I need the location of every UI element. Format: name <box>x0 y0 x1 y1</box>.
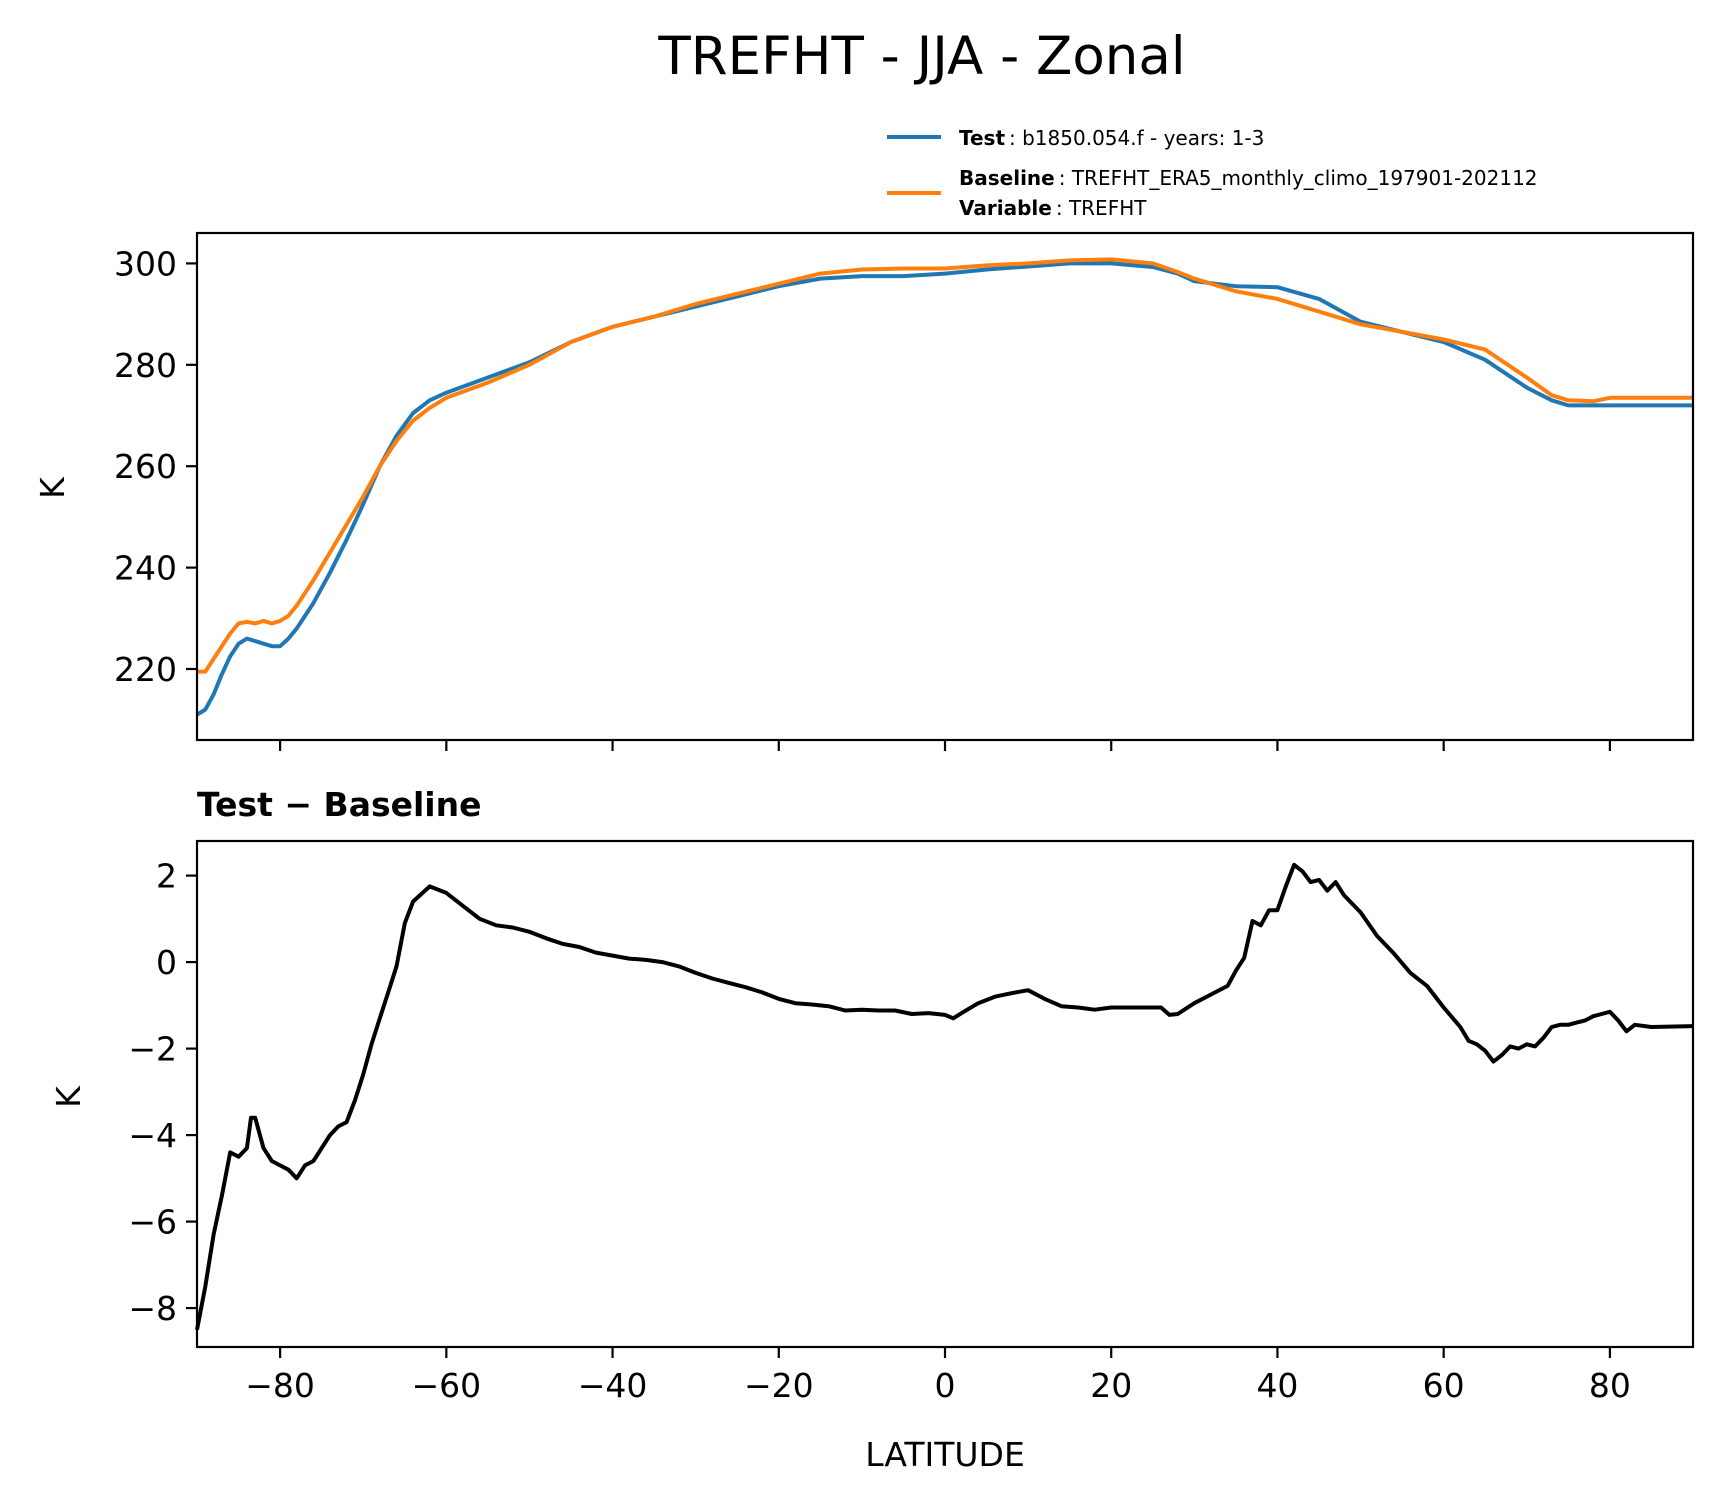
svg-text:Variable: TREFHT: Variable: TREFHT <box>959 196 1147 220</box>
top-y-tick-label: 220 <box>114 650 177 689</box>
legend: Test: b1850.054.f - years: 1-3 Baseline:… <box>887 126 1538 220</box>
figure-title: TREFHT - JJA - Zonal <box>657 26 1185 87</box>
bottom-x-tick-label: −60 <box>412 1366 482 1405</box>
top-y-tick-label: 280 <box>114 346 177 385</box>
legend-variable-key: Variable <box>959 196 1052 220</box>
bottom-y-tick-label: −6 <box>128 1203 177 1242</box>
legend-baseline-value: : TREFHT_ERA5_monthly_climo_197901-20211… <box>1059 166 1538 190</box>
bottom-series-difference-line <box>195 862 1694 1331</box>
bottom-y-tick-label: 2 <box>156 857 177 896</box>
bottom-x-tick-label: −40 <box>578 1366 648 1405</box>
top-y-axis-label: K <box>33 476 72 499</box>
bottom-x-tick-label: −20 <box>744 1366 814 1405</box>
bottom-x-tick-label: 20 <box>1090 1366 1132 1405</box>
bottom-y-tick-label: −2 <box>128 1030 177 1069</box>
legend-test-value: : b1850.054.f - years: 1-3 <box>1009 126 1264 150</box>
bottom-x-tick-label: 80 <box>1589 1366 1631 1405</box>
top-y-axis: 220 240 260 280 300 <box>114 244 197 689</box>
bottom-y-tick-label: 0 <box>156 943 177 982</box>
bottom-y-tick-label: −8 <box>128 1289 177 1328</box>
bottom-panel-title: Test − Baseline <box>197 785 482 824</box>
top-x-axis <box>279 740 1611 751</box>
top-y-tick-label: 240 <box>114 549 177 588</box>
top-y-tick-label: 260 <box>114 447 177 486</box>
top-panel: 220 240 260 280 300 K <box>33 231 1695 751</box>
svg-text:Test: b1850.054.f - years: 1-3: Test: b1850.054.f - years: 1-3 <box>959 126 1264 150</box>
bottom-x-tick-label: 40 <box>1256 1366 1298 1405</box>
bottom-y-tick-label: −4 <box>128 1116 177 1155</box>
bottom-x-tick-label: 60 <box>1423 1366 1465 1405</box>
bottom-panel: Test − Baseline 20−2−4−6−8 −80 −60 −40 −20 0… <box>49 785 1695 1474</box>
bottom-x-tick-label: 0 <box>935 1366 956 1405</box>
bottom-x-tick-label: −80 <box>245 1366 315 1405</box>
bottom-plot-area <box>195 862 1694 1331</box>
bottom-y-axis: 2 0 −2 −4 −6 −8 <box>128 857 197 1328</box>
legend-baseline-key: Baseline <box>959 166 1055 190</box>
bottom-x-axis: −80 −60 −40 −20 0 20 40 60 80 <box>245 1347 1631 1405</box>
top-plot-area <box>195 257 1693 717</box>
bottom-y-axis-label: K <box>49 1085 88 1108</box>
legend-variable-value: : TREFHT <box>1056 196 1147 220</box>
top-y-tick-label: 300 <box>114 244 177 283</box>
bottom-x-axis-label: LATITUDE <box>865 1435 1025 1474</box>
top-series-baseline-line <box>197 257 1693 674</box>
legend-test-key: Test <box>959 126 1005 150</box>
svg-text:Baseline: TREFHT_ERA5_monthly_: Baseline: TREFHT_ERA5_monthly_climo_1979… <box>959 166 1538 190</box>
